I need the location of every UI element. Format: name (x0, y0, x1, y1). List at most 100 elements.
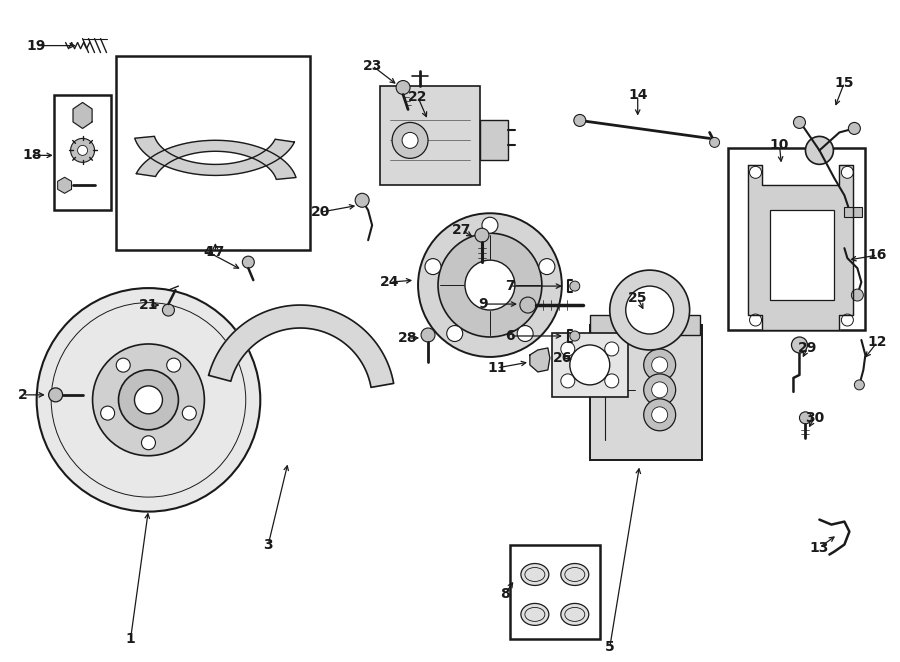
Bar (552, 333, 627, 397)
Bar (844, 207, 862, 217)
Polygon shape (58, 177, 71, 193)
Circle shape (242, 256, 255, 268)
Circle shape (134, 386, 162, 414)
Circle shape (561, 374, 575, 388)
Circle shape (561, 342, 575, 356)
Circle shape (518, 326, 533, 342)
Polygon shape (748, 166, 853, 330)
Circle shape (392, 122, 428, 158)
Ellipse shape (561, 604, 589, 626)
Circle shape (750, 314, 761, 326)
Circle shape (539, 259, 555, 275)
Text: 29: 29 (797, 341, 817, 355)
Bar (54, 95, 111, 211)
Text: 21: 21 (139, 298, 158, 312)
Text: 16: 16 (868, 248, 887, 262)
Circle shape (438, 233, 542, 337)
Ellipse shape (521, 563, 549, 585)
Text: 30: 30 (805, 411, 824, 425)
Bar (480, 120, 508, 160)
Circle shape (605, 374, 618, 388)
Text: 13: 13 (810, 541, 829, 555)
Bar (590, 325, 702, 459)
Circle shape (626, 286, 674, 334)
Circle shape (119, 370, 178, 430)
Text: 18: 18 (22, 148, 42, 162)
Bar (590, 315, 620, 335)
Circle shape (141, 436, 156, 449)
Ellipse shape (561, 563, 589, 585)
Circle shape (851, 289, 863, 301)
Circle shape (418, 213, 562, 357)
Circle shape (77, 146, 87, 156)
Text: 23: 23 (363, 58, 382, 73)
Circle shape (402, 132, 418, 148)
Circle shape (791, 337, 807, 353)
Text: 10: 10 (770, 138, 789, 152)
Circle shape (799, 412, 812, 424)
Circle shape (396, 81, 410, 95)
Bar (770, 211, 834, 300)
Text: 25: 25 (628, 291, 647, 305)
Circle shape (842, 166, 853, 178)
Circle shape (421, 328, 435, 342)
Circle shape (570, 331, 580, 341)
Circle shape (709, 138, 720, 148)
Circle shape (70, 138, 94, 162)
Circle shape (475, 228, 489, 242)
Circle shape (652, 382, 668, 398)
Circle shape (425, 259, 441, 275)
Polygon shape (530, 348, 550, 372)
Circle shape (356, 193, 369, 207)
Text: 22: 22 (409, 91, 428, 105)
Text: 9: 9 (478, 297, 488, 311)
Text: 17: 17 (206, 245, 225, 259)
Circle shape (93, 344, 204, 455)
Text: 12: 12 (868, 335, 887, 349)
Text: 27: 27 (453, 223, 472, 237)
Circle shape (605, 342, 618, 356)
Circle shape (644, 399, 676, 431)
Circle shape (644, 374, 676, 406)
Circle shape (162, 304, 175, 316)
Text: 6: 6 (505, 329, 515, 343)
Bar (670, 315, 699, 335)
Ellipse shape (521, 604, 549, 626)
Text: 8: 8 (500, 587, 509, 602)
Bar (380, 85, 480, 185)
Circle shape (842, 314, 853, 326)
Circle shape (574, 115, 586, 126)
Circle shape (854, 380, 864, 390)
Circle shape (183, 406, 196, 420)
Circle shape (794, 117, 806, 128)
Text: 26: 26 (554, 351, 572, 365)
Circle shape (652, 407, 668, 423)
Circle shape (570, 281, 580, 291)
Text: 7: 7 (505, 279, 515, 293)
Circle shape (37, 288, 260, 512)
Text: 3: 3 (264, 538, 273, 551)
Circle shape (849, 122, 860, 134)
Bar (115, 56, 310, 250)
Text: 5: 5 (605, 640, 615, 654)
Bar (727, 148, 866, 330)
Circle shape (570, 345, 610, 385)
Circle shape (806, 136, 833, 164)
Text: 2: 2 (18, 388, 28, 402)
Circle shape (49, 388, 63, 402)
Circle shape (644, 349, 676, 381)
Text: 19: 19 (26, 38, 45, 52)
Circle shape (652, 357, 668, 373)
Text: 15: 15 (834, 75, 854, 89)
Polygon shape (135, 136, 294, 175)
Circle shape (465, 260, 515, 310)
Text: 11: 11 (487, 361, 507, 375)
Circle shape (750, 166, 761, 178)
Circle shape (482, 217, 498, 233)
Text: 1: 1 (126, 632, 135, 646)
Text: 4: 4 (203, 245, 213, 259)
Text: 14: 14 (628, 89, 647, 103)
Text: 28: 28 (399, 331, 418, 345)
Circle shape (446, 326, 463, 342)
Text: 24: 24 (381, 275, 400, 289)
